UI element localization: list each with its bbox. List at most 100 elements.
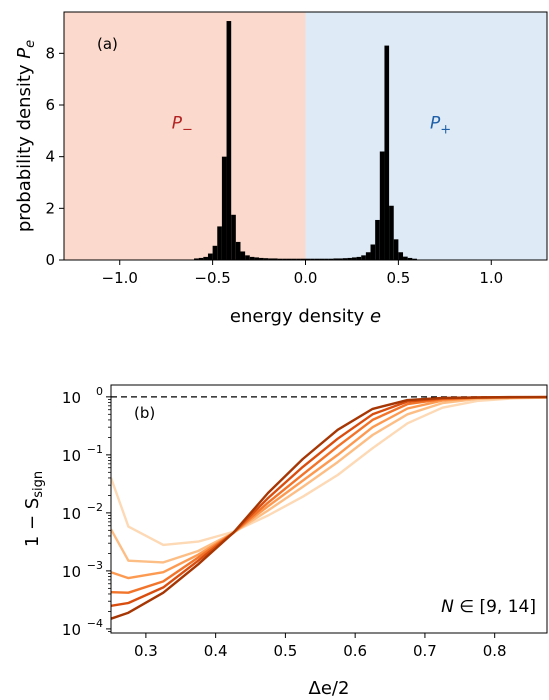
histogram-bar [231,214,236,260]
series-line-5 [111,395,547,607]
histogram-bar [351,257,357,260]
histogram-panel: 0 2 4 6 8 −1.0 −0.5 0.0 0.5 1.0 (a) P− P+ energy … [14,11,548,327]
histogram-bar [291,258,297,260]
x-axis-ticks: 0.3 0.4 0.5 0.6 0.7 0.8 [134,633,507,660]
histogram-bar [342,258,348,260]
histogram-bar [245,255,250,260]
x-tick-label: 0.3 [134,642,158,660]
histogram-bar [235,241,241,260]
histogram-bar [282,258,287,260]
n-range-annotation: N ∈ [9, 14] [441,597,536,617]
x-tick-label: 0.0 [294,269,318,287]
x-tick-label: −1.0 [102,269,138,287]
histogram-bar [207,253,213,260]
histogram-bar [254,257,260,260]
histogram-bar [268,258,273,260]
histogram-bar [375,219,380,260]
plot-frame [63,11,548,261]
histogram-bar [310,258,315,260]
y-axis-ticks: 0 2 4 6 8 [45,44,64,269]
y-axis-ticks: 10 −4 10 −3 10 −2 10 −1 10 0 [62,385,111,639]
y-tick-label: 10 [62,505,81,523]
histogram-bar [249,256,255,260]
y-axis-label: 1 − Ssign [22,471,46,547]
histogram-bar [333,258,339,260]
x-tick-label: 0.6 [343,642,367,660]
y-tick-exponent: −3 [87,559,103,572]
histogram-bar [217,226,222,260]
histogram-bar [356,256,362,260]
plot-frame [110,384,548,634]
x-tick-label: 0.5 [273,642,297,660]
panel-label: (b) [134,404,155,422]
x-tick-label: 0.7 [413,642,437,660]
histogram-bar [259,257,264,260]
series-lines [111,395,547,620]
histogram-bar [319,258,325,260]
histogram-bar [221,156,227,260]
x-axis-label: Δe/2 [309,678,350,699]
y-tick-label: 6 [45,96,55,114]
histogram-bar [379,151,385,260]
y-tick-exponent: −1 [87,443,103,456]
histogram-bar [365,252,371,260]
histogram-bar [412,258,417,260]
histogram-bar [212,245,218,260]
histogram-bar [347,257,352,260]
y-tick-label: 10 [62,563,81,581]
histogram-bar [263,258,269,260]
x-axis-ticks: −1.0 −0.5 0.0 0.5 1.0 [102,260,503,287]
p-minus-label: P− [172,113,193,137]
histogram-bar [407,257,413,260]
y-tick-label: 10 [62,447,81,465]
y-tick-label: 4 [45,148,55,166]
x-tick-label: −0.5 [194,269,230,287]
histogram-bar [286,258,292,260]
y-tick-label: 8 [45,44,55,62]
histogram-bar [361,255,366,260]
histogram-bar [194,258,199,260]
histogram-bar [370,244,376,260]
histogram-bar [389,205,394,260]
y-tick-label: 10 [62,389,81,407]
histogram-bar [226,21,232,260]
x-tick-label: 0.4 [204,642,228,660]
histogram-bar [398,252,404,260]
region-p-minus [64,12,306,260]
y-tick-label: 0 [45,251,55,269]
histogram-bar [300,258,306,260]
x-tick-label: 1.0 [479,269,503,287]
y-tick-label: 2 [45,199,55,217]
histogram-bar [328,258,334,260]
histogram-bar [296,258,301,260]
y-tick-exponent: −4 [87,617,103,630]
series-line-1 [111,396,547,547]
p-plus-label: P+ [430,113,451,137]
histogram-bar [393,239,399,260]
x-tick-label: 0.8 [483,642,507,660]
histogram-bar [338,258,343,260]
histogram-bar [403,256,408,260]
histogram-bar [272,258,278,260]
y-tick-label: 10 [62,621,81,639]
region-labels: P− P+ [172,113,451,137]
histogram-bar [324,258,329,260]
histogram-bar [203,256,208,260]
histogram-bars [194,21,417,261]
panel-label: (a) [97,35,118,53]
region-p-plus [305,12,547,260]
y-axis-label: probability density Pe [14,40,38,232]
series-line-3 [111,396,547,580]
y-tick-exponent: −2 [87,501,103,514]
series-line-6 [111,395,547,620]
histogram-bar [198,257,204,260]
histogram-bar [240,251,246,260]
histogram-bar [277,258,283,260]
histogram-bar [305,258,311,260]
region-shading [64,12,547,260]
histogram-bar [314,258,320,260]
x-axis-label: energy density e [230,306,381,327]
y-tick-exponent: 0 [96,385,103,398]
histogram-bar [384,45,390,261]
